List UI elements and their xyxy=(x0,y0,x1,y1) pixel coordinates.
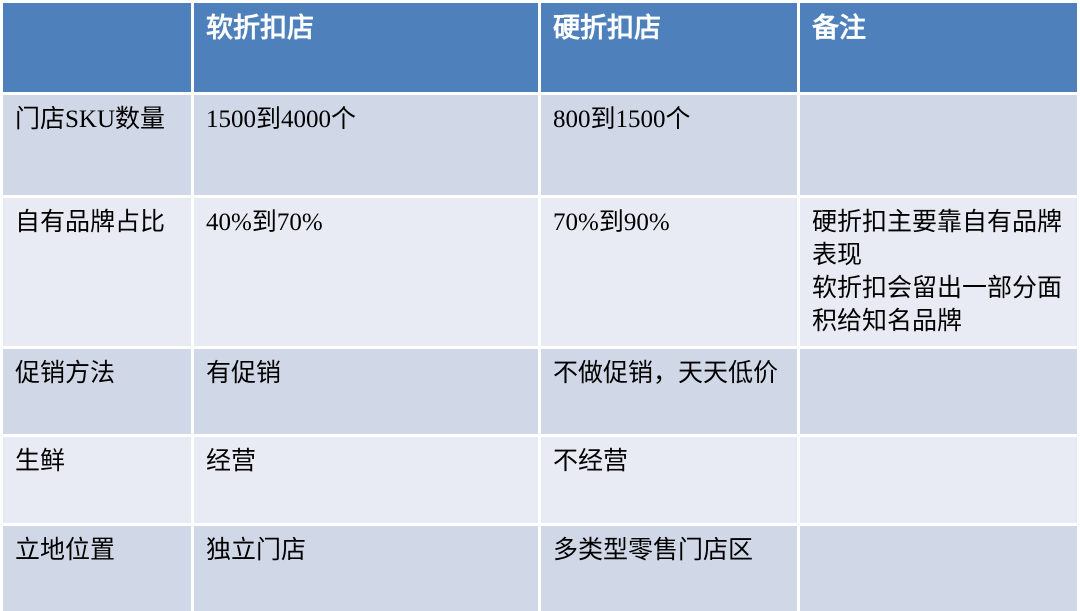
header-row: 软折扣店 硬折扣店 备注 xyxy=(3,3,1077,92)
note-cell xyxy=(800,526,1077,611)
row-label-cell: 门店SKU数量 xyxy=(3,95,191,195)
soft-value-cell: 经营 xyxy=(194,437,538,523)
hard-value-cell: 多类型零售门店区 xyxy=(541,526,797,611)
header-cell-row-label xyxy=(3,3,191,92)
hard-value-cell: 不做促销，天天低价 xyxy=(541,349,797,434)
row-label-cell: 自有品牌占比 xyxy=(3,198,191,346)
table-row-site-location: 立地位置 独立门店 多类型零售门店区 xyxy=(3,526,1077,611)
table-row-promotion-method: 促销方法 有促销 不做促销，天天低价 xyxy=(3,349,1077,434)
hard-value-cell: 不经营 xyxy=(541,437,797,523)
soft-value-cell: 独立门店 xyxy=(194,526,538,611)
table-row-sku-count: 门店SKU数量 1500到4000个 800到1500个 xyxy=(3,95,1077,195)
note-cell xyxy=(800,437,1077,523)
note-line: 硬折扣主要靠自有品牌表现 xyxy=(812,209,1063,269)
note-cell: 硬折扣主要靠自有品牌表现 软折扣会留出一部分面积给知名品牌 xyxy=(800,198,1077,346)
note-cell xyxy=(800,95,1077,195)
hard-value-cell: 70%到90% xyxy=(541,198,797,346)
header-cell-hard-discount: 硬折扣店 xyxy=(541,3,797,92)
header-cell-notes: 备注 xyxy=(800,3,1077,92)
soft-value-cell: 有促销 xyxy=(194,349,538,434)
note-cell xyxy=(800,349,1077,434)
note-line: 软折扣会留出一部分面积给知名品牌 xyxy=(812,275,1063,335)
table-header: 软折扣店 硬折扣店 备注 xyxy=(3,3,1077,92)
header-cell-soft-discount: 软折扣店 xyxy=(194,3,538,92)
row-label-cell: 立地位置 xyxy=(3,526,191,611)
soft-value-cell: 1500到4000个 xyxy=(194,95,538,195)
hard-value-cell: 800到1500个 xyxy=(541,95,797,195)
row-label-cell: 促销方法 xyxy=(3,349,191,434)
table-row-private-brand-share: 自有品牌占比 40%到70% 70%到90% 硬折扣主要靠自有品牌表现 软折扣会… xyxy=(3,198,1077,346)
soft-value-cell: 40%到70% xyxy=(194,198,538,346)
table-row-fresh-food: 生鲜 经营 不经营 xyxy=(3,437,1077,523)
table-body: 门店SKU数量 1500到4000个 800到1500个 自有品牌占比 40%到… xyxy=(3,95,1077,611)
row-label-cell: 生鲜 xyxy=(3,437,191,523)
